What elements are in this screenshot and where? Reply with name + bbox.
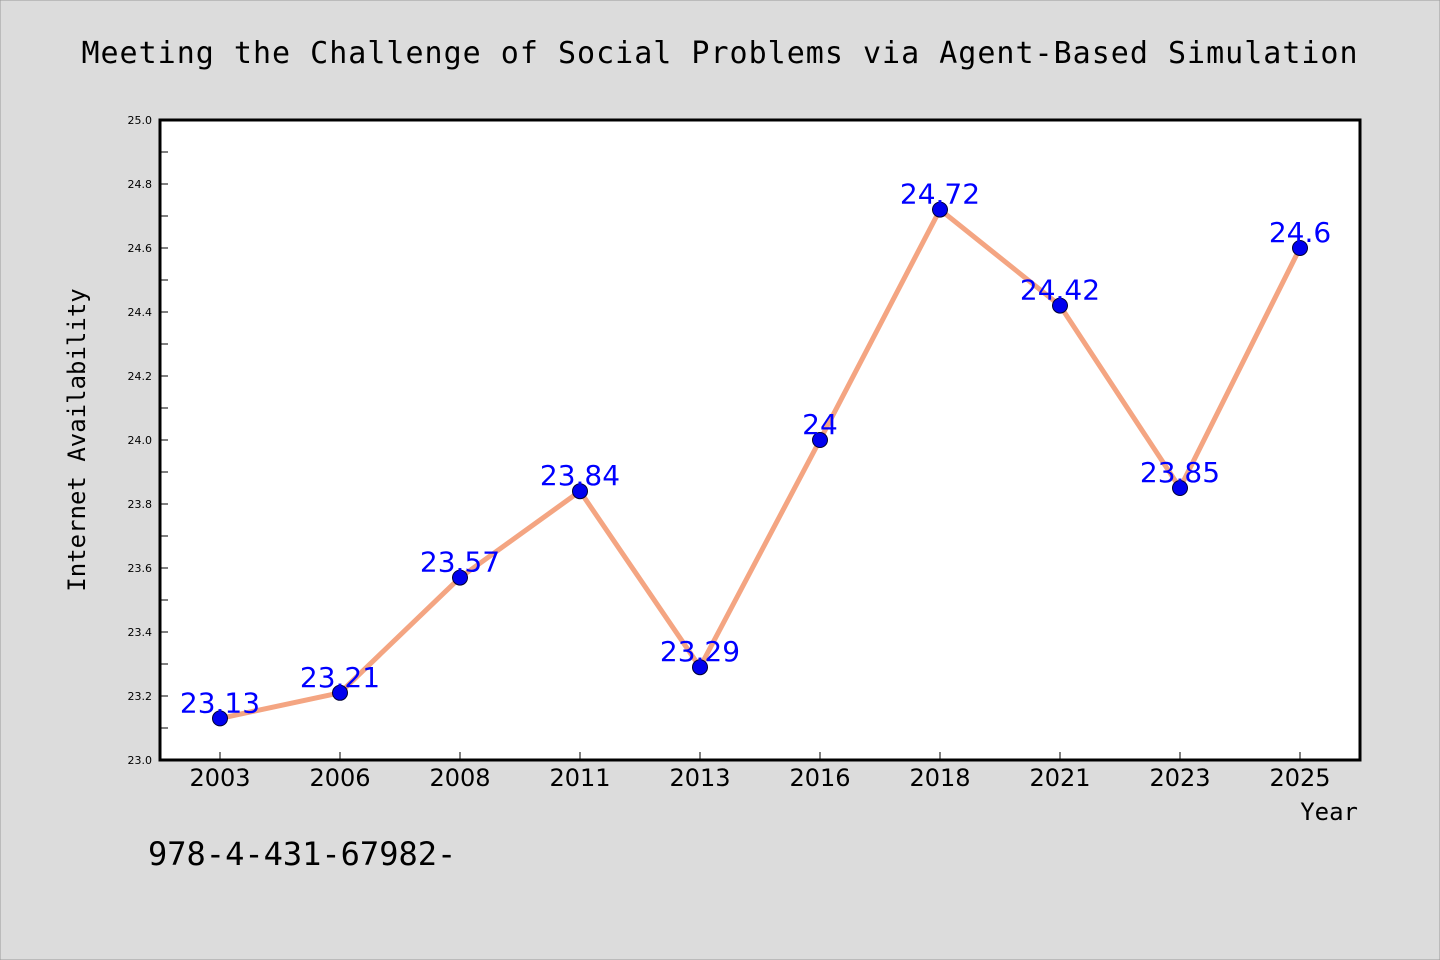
series-line-layer [217, 207, 1303, 721]
x-tick-label: 2008 [429, 764, 490, 792]
data-label: 23.13 [180, 686, 260, 719]
y-tick-label: 25.0 [128, 114, 153, 127]
y-axis: 23.0 23.2 23.4 23.6 23.8 24.0 24.2 24.4 24.6 24.8… [128, 114, 168, 767]
data-point [932, 201, 948, 218]
data-label: 24.72 [900, 178, 980, 211]
data-point [1292, 240, 1308, 256]
y-tick-label: 24.2 [128, 370, 153, 383]
y-tick-label: 23.2 [128, 690, 153, 703]
data-point [1052, 297, 1068, 314]
x-tick-label: 2003 [189, 764, 250, 792]
x-axis: 2003 2006 2008 2011 2013 2016 2018 2021 2023 2025 [189, 752, 1331, 792]
data-point [332, 684, 348, 701]
x-tick-label: 2018 [909, 764, 970, 792]
x-tick-label: 2025 [1269, 764, 1330, 792]
data-label: 24.6 [1269, 216, 1331, 249]
data-label: 24.42 [1020, 274, 1100, 307]
y-tick-label: 23.0 [128, 754, 153, 767]
data-label: 24 [802, 408, 838, 441]
series-line [217, 207, 1303, 721]
chart-title: Meeting the Challenge of Social Problems… [81, 36, 1358, 71]
x-tick-label: 2013 [669, 764, 730, 792]
x-tick-label: 2021 [1029, 764, 1090, 792]
data-label: 23.85 [1140, 456, 1220, 489]
x-tick-label: 2016 [789, 764, 850, 792]
data-point [812, 432, 828, 448]
y-tick-label: 23.4 [128, 626, 153, 639]
plot-frame [158, 118, 1362, 762]
x-axis-label: Year [1300, 798, 1358, 826]
data-point [452, 569, 468, 586]
y-tick-label: 23.6 [128, 562, 153, 575]
y-tick-label: 23.8 [128, 498, 153, 511]
footer-text: 978-4-431-67982- [148, 835, 456, 873]
y-tick-label: 24.4 [128, 306, 153, 319]
y-tick-label: 24.0 [128, 434, 153, 447]
data-labels-layer: 23.13 23.21 23.57 23.84 23.29 24 24.72 24.42 23.… [180, 178, 1331, 720]
x-tick-label: 2011 [549, 764, 610, 792]
y-tick-label: 24.8 [128, 178, 153, 191]
data-label: 23.84 [540, 459, 620, 492]
data-label: 23.29 [660, 635, 740, 668]
data-point [212, 710, 228, 727]
data-markers-layer [212, 201, 1308, 727]
data-point [1172, 480, 1188, 496]
x-tick-label: 2006 [309, 764, 370, 792]
y-axis-label: Internet Availability [63, 288, 91, 591]
data-label: 23.21 [300, 661, 380, 694]
data-point [692, 659, 708, 676]
data-point [572, 483, 588, 500]
data-label: 23.57 [420, 546, 500, 579]
plot-area [160, 120, 1360, 760]
y-tick-label: 24.6 [128, 242, 153, 255]
x-tick-label: 2023 [1149, 764, 1210, 792]
